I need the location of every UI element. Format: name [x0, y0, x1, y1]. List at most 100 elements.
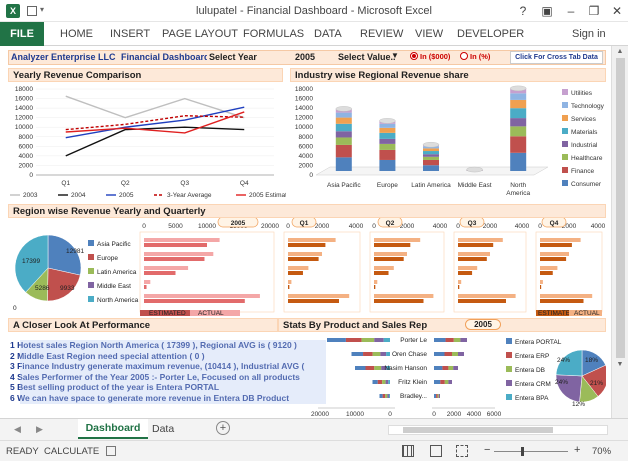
panel-title: 2005	[231, 220, 246, 227]
bar-estimated	[144, 252, 214, 256]
tab-formulas[interactable]: FORMULAS	[243, 28, 305, 40]
y-tick-label: 16000	[295, 96, 313, 103]
pie-label: 17399	[22, 258, 40, 265]
x-tick-label: 10000	[346, 411, 364, 416]
y-tick-label: 14000	[295, 105, 313, 112]
bar-left-segment	[382, 394, 386, 398]
bar-actual	[144, 285, 147, 289]
y-tick-label: 2000	[299, 162, 314, 169]
bar-actual	[458, 271, 473, 275]
tab-data[interactable]: DATA	[314, 28, 342, 40]
tab-insert[interactable]: INSERT	[110, 28, 151, 40]
excel-icon[interactable]: X	[6, 4, 20, 18]
ribbon-display-options-icon[interactable]: ▣	[541, 4, 553, 18]
pie-label: 5286	[35, 285, 50, 292]
radio-percent-label: In (%)	[470, 52, 491, 61]
x-tick-label: America	[506, 190, 530, 197]
x-tick-label: 6000	[487, 411, 502, 416]
zoom-slider[interactable]	[494, 451, 568, 452]
bar-estimated	[144, 238, 220, 242]
qat-dropdown-icon[interactable]: ▾	[40, 5, 45, 14]
tab-review[interactable]: REVIEW	[360, 28, 404, 40]
close-button[interactable]: ✕	[611, 4, 623, 18]
rep-label: Nasim Hanson	[384, 365, 427, 372]
legend-swatch	[506, 380, 512, 386]
bar-estimated	[374, 266, 394, 270]
legend-label: Healthcare	[571, 155, 603, 162]
tab-view[interactable]: VIEW	[415, 28, 444, 40]
horizontal-scrollbar[interactable]	[388, 425, 608, 435]
h-scroll-thumb[interactable]	[403, 427, 553, 433]
scroll-thumb[interactable]	[615, 58, 625, 358]
pie-slice	[14, 234, 49, 293]
scroll-down-icon[interactable]: ▼	[616, 361, 624, 368]
panel-badge	[459, 218, 485, 228]
legend-swatch	[88, 296, 94, 302]
bar-segment	[335, 157, 352, 171]
sign-in-link[interactable]: Sign in	[572, 28, 606, 40]
restore-button[interactable]: ❐	[588, 4, 600, 18]
pie-slice	[555, 349, 583, 377]
bar-segment	[379, 143, 396, 150]
sheet-tab-dashboard[interactable]: Dashboard	[78, 419, 148, 439]
status-ready: READY	[6, 446, 39, 457]
window-title: lulupatel - Financial Dashboard - Micros…	[196, 5, 432, 17]
perf-item-1: 1 Hotest sales Region North America ( 17…	[10, 340, 297, 350]
normal-view-icon[interactable]	[402, 445, 414, 457]
bar-cap	[335, 106, 352, 112]
bar-actual	[144, 271, 176, 275]
bar-right-segment	[436, 394, 438, 398]
scroll-up-icon[interactable]: ▲	[616, 48, 624, 55]
pie-label: 21%	[590, 380, 603, 387]
stats-year-badge: 2005	[465, 319, 501, 330]
tab-home[interactable]: HOME	[60, 28, 93, 40]
panel-tick: 2000	[400, 223, 415, 230]
perf-item-2: 2 Middle East Region need special attent…	[10, 350, 205, 361]
radio-percent[interactable]	[460, 52, 468, 60]
x-tick-label: Q2	[121, 180, 130, 187]
panel-tick: 10000	[198, 223, 216, 230]
legend-label: Entera BPA	[515, 395, 549, 402]
year-select[interactable]: 2005	[295, 52, 316, 62]
bar-estimated	[144, 294, 260, 298]
yearly-revenue-header: Yearly Revenue Comparison	[8, 68, 283, 82]
bar-left-segment	[377, 380, 383, 384]
pie-slice	[47, 267, 81, 302]
bar-right-segment	[448, 380, 452, 384]
sheet-tab-data[interactable]: Data	[152, 423, 175, 435]
y-tick-label: 6000	[299, 143, 314, 150]
tab-page-layout[interactable]: PAGE LAYOUT	[162, 28, 239, 40]
vertical-scrollbar[interactable]: ▲ ▼	[611, 46, 628, 418]
zoom-out-button[interactable]: −	[484, 444, 491, 456]
tab-file[interactable]: FILE	[0, 22, 44, 46]
crosstab-button[interactable]: Click For Cross Tab Data	[510, 51, 603, 64]
bar-left-segment	[372, 352, 381, 356]
bar-estimated	[144, 266, 189, 270]
bar-right-segment	[442, 366, 449, 370]
bar-left-segment	[365, 366, 375, 370]
legend-label: Materials	[571, 129, 598, 136]
bar-right-segment	[445, 338, 454, 342]
legend-swatch	[562, 128, 568, 134]
tab-scroll-right-icon[interactable]: ▶	[36, 424, 43, 434]
legend-label: 2005 Estimated	[249, 192, 286, 199]
help-button[interactable]: ?	[519, 4, 527, 18]
zoom-slider-thumb[interactable]	[521, 447, 524, 456]
page-break-view-icon[interactable]	[456, 445, 468, 457]
save-icon[interactable]	[27, 6, 37, 16]
tab-scroll-left-icon[interactable]: ◀	[14, 424, 21, 434]
page-layout-view-icon[interactable]	[430, 445, 442, 457]
perf-item-3: 3 Finance Industry generate maximum reve…	[10, 361, 305, 371]
minimize-button[interactable]: –	[567, 4, 575, 18]
macro-record-icon[interactable]	[106, 446, 116, 456]
zoom-level[interactable]: 70%	[592, 446, 612, 457]
dropdown-arrow-icon[interactable]: ▼	[391, 51, 399, 60]
tab-developer[interactable]: DEVELOPER	[457, 28, 525, 40]
zoom-in-button[interactable]: +	[574, 444, 581, 456]
radio-thousands[interactable]	[410, 52, 418, 60]
add-sheet-button[interactable]: +	[216, 421, 230, 435]
x-tick-label: Latin America	[411, 182, 451, 189]
legend-label: Utilities	[571, 90, 593, 97]
bar-estimated	[540, 294, 593, 298]
bar-actual	[144, 257, 205, 261]
